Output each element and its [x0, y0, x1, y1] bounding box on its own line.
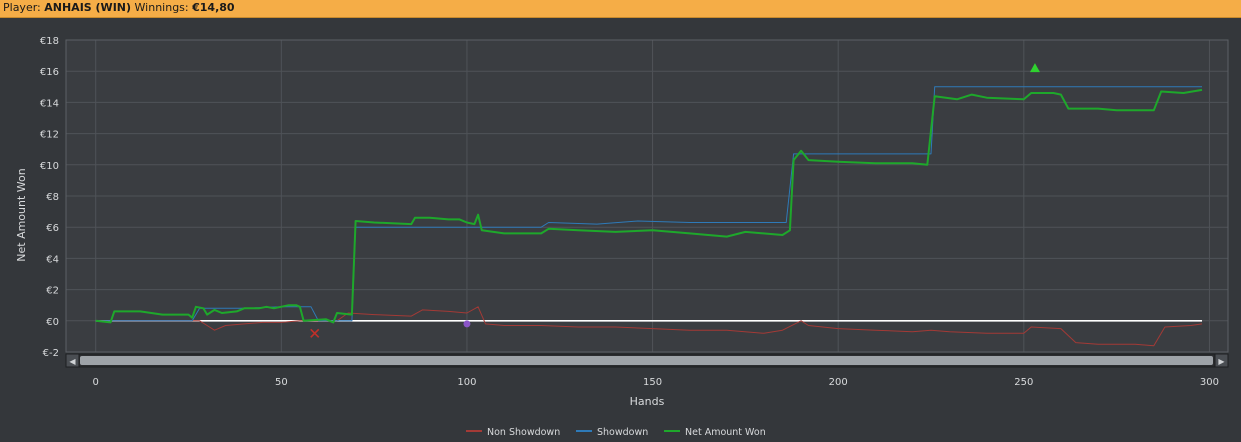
y-tick-label: €0 [46, 317, 59, 328]
plot-area [65, 39, 1229, 353]
legend-label-non-showdown: Non Showdown [487, 427, 560, 438]
x-axis-label: Hands [630, 395, 665, 408]
horizontal-scrollbar[interactable]: ◀ ▶ [65, 353, 1229, 368]
winnings-value: €14,80 [192, 1, 235, 14]
series-line-net-amount-won [95, 88, 1203, 324]
y-tick-label: €10 [40, 161, 59, 172]
series-layer [95, 86, 1203, 347]
y-tick-label: €8 [46, 192, 59, 203]
x-tick-label: 100 [457, 377, 476, 388]
y-tick-label: €12 [40, 130, 59, 141]
x-tick-label: 0 [93, 377, 99, 388]
series-line-non-showdown [95, 306, 1203, 347]
y-tick-label: €-2 [43, 348, 59, 359]
x-tick-label: 200 [829, 377, 848, 388]
y-axis-label: Net Amount Won [15, 168, 28, 261]
legend-label-net-amount-won: Net Amount Won [685, 427, 766, 438]
x-tick-label: 250 [1014, 377, 1033, 388]
net-amount-chart: €-2 €0 €2 €4 €6 €8 €10 €12 €14 €16 €18 0 50 100 150 20… [15, 36, 1229, 438]
marker-triangle-icon [1029, 63, 1040, 73]
marker-layer [310, 63, 1040, 338]
marker-x-icon [310, 328, 320, 338]
marker-circle-icon [463, 320, 471, 328]
chart-legend: Non Showdown Showdown Net Amount Won [466, 427, 766, 438]
y-tick-label: €14 [40, 98, 59, 109]
y-tick-label: €6 [46, 223, 59, 234]
scroll-left-arrow[interactable]: ◀ [69, 357, 76, 366]
player-label: Player: [3, 1, 41, 14]
player-name: ANHAIS (WIN) [44, 1, 132, 14]
x-axis-ticks: 0 50 100 150 200 250 300 [93, 377, 1219, 388]
x-tick-label: 150 [643, 377, 662, 388]
x-tick-label: 50 [275, 377, 288, 388]
y-tick-label: €16 [40, 67, 59, 78]
y-axis-ticks: €-2 €0 €2 €4 €6 €8 €10 €12 €14 €16 €18 [40, 36, 59, 359]
player-header: Player: ANHAIS (WIN) Winnings: €14,80 [0, 0, 1241, 18]
y-tick-label: €4 [46, 254, 59, 265]
scroll-right-arrow[interactable]: ▶ [1218, 357, 1225, 366]
winnings-label: Winnings: [134, 1, 189, 14]
y-tick-label: €2 [46, 286, 59, 297]
scrollbar-thumb[interactable] [80, 356, 1213, 365]
y-tick-label: €18 [40, 36, 59, 47]
legend-label-showdown: Showdown [597, 427, 648, 438]
x-tick-label: 300 [1200, 377, 1219, 388]
